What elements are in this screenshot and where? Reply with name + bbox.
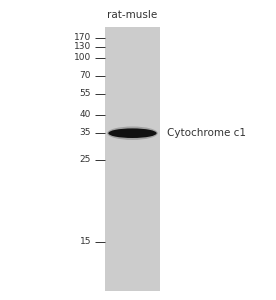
Text: 55: 55 bbox=[79, 89, 91, 98]
Text: Cytochrome c1: Cytochrome c1 bbox=[167, 128, 246, 138]
Text: 70: 70 bbox=[79, 71, 91, 80]
Text: 130: 130 bbox=[74, 42, 91, 51]
Text: 40: 40 bbox=[80, 110, 91, 119]
Text: 100: 100 bbox=[74, 53, 91, 62]
Text: 170: 170 bbox=[74, 33, 91, 42]
Bar bbox=[105, 27, 160, 291]
Text: rat-musle: rat-musle bbox=[107, 10, 158, 20]
Text: 35: 35 bbox=[79, 128, 91, 137]
Text: 15: 15 bbox=[79, 237, 91, 246]
Ellipse shape bbox=[107, 127, 158, 140]
Ellipse shape bbox=[108, 128, 157, 138]
Text: 25: 25 bbox=[80, 155, 91, 164]
